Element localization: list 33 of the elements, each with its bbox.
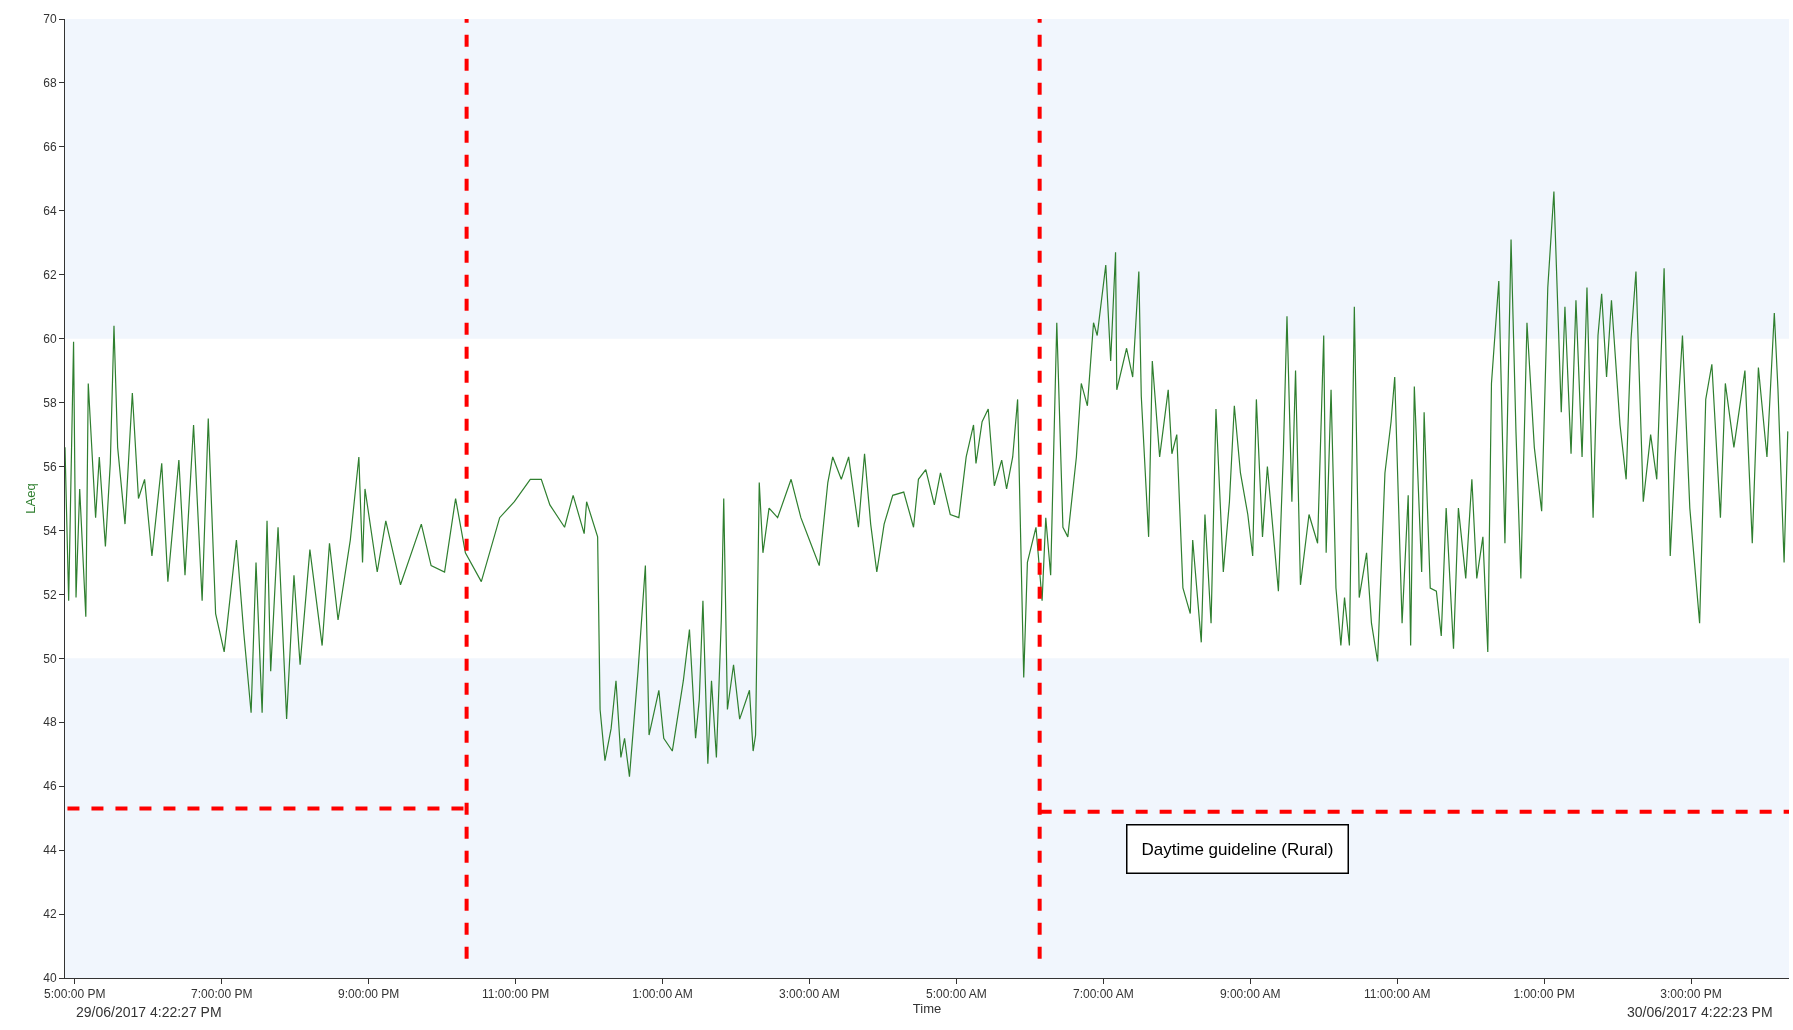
y-tick-label: 70 [43,12,57,27]
x-tick-label: 9:00:00 PM [337,987,400,1002]
y-tick-label: 50 [43,651,57,666]
x-tick-label: 1:00:00 PM [1513,987,1575,1002]
x-tick-label: 9:00:00 AM [1219,987,1281,1002]
text: 30/06/2017 4:22:23 PM [1627,1004,1773,1020]
x-tick-label: 1:00:00 AM [632,987,693,1002]
x-axis-title: Time [912,1001,942,1017]
x-tick-label: 11:00:00 PM [482,987,550,1002]
y-tick-label: 56 [43,459,57,474]
y-tick-label: 68 [43,76,57,91]
y-tick-label: 58 [43,395,57,410]
x-tick-label: 7:00:00 PM [191,987,253,1002]
y-tick-label: 52 [43,587,57,602]
text: 29/06/2017 4:22:27 PM [76,1004,222,1020]
x-tick-label: 3:00:00 AM [779,987,840,1002]
y-tick-label: 54 [43,523,57,538]
y-tick-label: 40 [43,971,57,986]
y-tick-label: 46 [43,779,57,794]
y-tick-label: 60 [43,331,57,346]
y-tick-label: 48 [43,715,57,730]
y-axis-title: LAeq [23,483,39,514]
y-tick-label: 66 [43,140,57,155]
y-tick-label: 64 [43,204,57,218]
x-tick-label: 7:00:00 AM [1072,987,1134,1002]
x-tick-label: 11:00:00 AM [1363,987,1431,1002]
y-tick-label: 42 [43,907,57,922]
x-tick-label: 5:00:00 AM [926,987,987,1002]
y-tick-label: 44 [43,843,57,858]
y-tick-label: 62 [43,267,57,282]
x-tick-label: 3:00:00 PM [1660,987,1722,1002]
annotation: Daytime guideline (Rural) [1141,839,1334,859]
x-tick-label: 5:00:00 PM [44,987,106,1002]
